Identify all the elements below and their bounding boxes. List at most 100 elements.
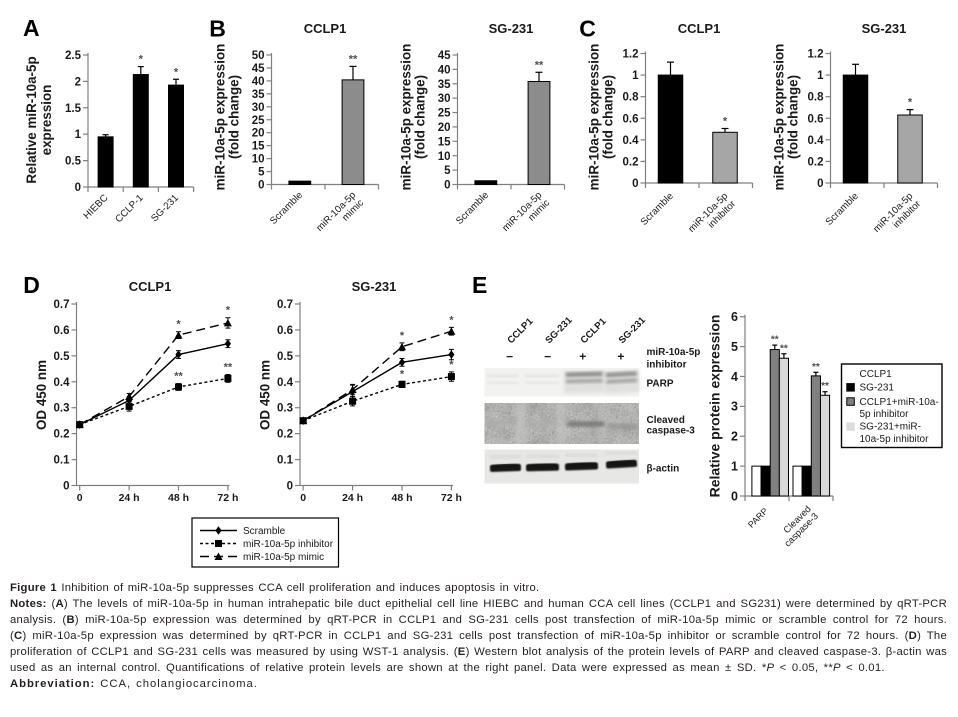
- svg-text:0.2: 0.2: [623, 156, 639, 168]
- svg-text:*: *: [176, 319, 181, 331]
- svg-text:1.2: 1.2: [808, 49, 824, 61]
- svg-text:CCLP1: CCLP1: [579, 316, 609, 346]
- svg-text:1: 1: [731, 459, 738, 473]
- svg-text:30: 30: [438, 93, 451, 105]
- svg-text:**: **: [224, 362, 233, 374]
- svg-text:E: E: [472, 272, 487, 298]
- svg-text:Relative miR-10a-5p: Relative miR-10a-5p: [24, 56, 39, 183]
- svg-text:miR-10a-5p: miR-10a-5p: [647, 347, 701, 358]
- svg-text:48 h: 48 h: [391, 492, 412, 504]
- svg-text:*: *: [449, 359, 454, 371]
- svg-text:miR-10a-5p expression: miR-10a-5p expression: [587, 44, 602, 191]
- svg-text:4: 4: [731, 370, 738, 384]
- svg-text:0: 0: [444, 180, 450, 192]
- svg-text:Cleavedcaspase-3: Cleavedcaspase-3: [775, 503, 821, 549]
- svg-text:HIEBC: HIEBC: [82, 193, 111, 222]
- svg-text:(fold change): (fold change): [785, 75, 800, 159]
- svg-text:0.1: 0.1: [54, 455, 71, 467]
- svg-text:caspase-3: caspase-3: [647, 426, 696, 437]
- svg-text:miR-10a-5p inhibitor: miR-10a-5p inhibitor: [243, 539, 334, 550]
- svg-text:D: D: [23, 272, 40, 298]
- svg-text:SG-231: SG-231: [862, 21, 907, 36]
- svg-text:Scramble: Scramble: [454, 189, 491, 226]
- svg-text:45: 45: [438, 50, 451, 62]
- svg-text:(fold change): (fold change): [226, 75, 241, 159]
- svg-text:0.2: 0.2: [54, 429, 70, 441]
- svg-text:1.2: 1.2: [623, 49, 639, 61]
- svg-text:CCLP1: CCLP1: [678, 21, 721, 36]
- svg-text:2: 2: [75, 76, 81, 88]
- svg-text:25: 25: [438, 108, 451, 120]
- svg-text:0: 0: [287, 481, 293, 493]
- svg-text:*: *: [449, 314, 454, 326]
- svg-text:10a-5p inhibitor: 10a-5p inhibitor: [860, 434, 930, 445]
- svg-text:−: −: [506, 350, 513, 364]
- svg-text:miR-10a-5p expression: miR-10a-5p expression: [399, 44, 414, 191]
- svg-text:+: +: [617, 350, 624, 364]
- svg-text:SG-231: SG-231: [489, 21, 534, 36]
- svg-text:30: 30: [252, 102, 265, 114]
- svg-text:**: **: [821, 381, 829, 392]
- svg-text:CCLP1: CCLP1: [129, 279, 172, 294]
- svg-text:Cleaved: Cleaved: [647, 415, 685, 426]
- svg-text:Scramble: Scramble: [243, 526, 286, 537]
- svg-text:5: 5: [258, 167, 265, 179]
- svg-text:CCLP1: CCLP1: [505, 316, 535, 346]
- svg-text:0.1: 0.1: [277, 455, 294, 467]
- svg-text:(fold change): (fold change): [600, 75, 615, 159]
- svg-text:B: B: [209, 16, 226, 42]
- svg-text:**: **: [535, 59, 544, 71]
- svg-text:Scramble: Scramble: [824, 190, 861, 227]
- svg-text:72 h: 72 h: [217, 492, 238, 504]
- svg-text:CCLP-1: CCLP-1: [113, 193, 145, 225]
- svg-text:0.4: 0.4: [623, 135, 640, 147]
- svg-text:expression: expression: [39, 85, 54, 156]
- svg-text:0.3: 0.3: [54, 403, 70, 415]
- svg-text:(fold change): (fold change): [412, 75, 427, 159]
- svg-text:0.5: 0.5: [65, 156, 82, 168]
- svg-text:10: 10: [252, 154, 265, 166]
- svg-text:0.4: 0.4: [808, 135, 825, 147]
- svg-text:Scramble: Scramble: [268, 189, 305, 226]
- svg-text:0.6: 0.6: [54, 325, 70, 337]
- svg-text:15: 15: [438, 136, 451, 148]
- svg-text:PARP: PARP: [647, 379, 674, 390]
- svg-text:10: 10: [438, 151, 451, 163]
- svg-text:+: +: [579, 350, 586, 364]
- svg-text:5: 5: [731, 340, 738, 354]
- svg-text:20: 20: [252, 128, 265, 140]
- svg-text:*: *: [174, 66, 179, 78]
- svg-text:0: 0: [75, 182, 81, 194]
- svg-text:SG-231: SG-231: [352, 279, 397, 294]
- svg-text:0.6: 0.6: [277, 325, 293, 337]
- svg-text:CCLP1: CCLP1: [304, 21, 347, 36]
- svg-text:*: *: [226, 305, 231, 317]
- svg-text:48 h: 48 h: [168, 492, 189, 504]
- svg-text:0.7: 0.7: [54, 299, 70, 311]
- svg-text:miR-10a-5pmimic: miR-10a-5pmimic: [500, 189, 552, 241]
- svg-text:24 h: 24 h: [119, 492, 140, 504]
- svg-text:0.4: 0.4: [277, 377, 294, 389]
- svg-text:0.4: 0.4: [54, 377, 71, 389]
- svg-text:1: 1: [75, 129, 82, 141]
- svg-text:OD 450 nm: OD 450 nm: [34, 360, 49, 430]
- svg-text:miR-10a-5pmimic: miR-10a-5pmimic: [314, 189, 366, 241]
- svg-text:**: **: [349, 53, 358, 65]
- svg-text:0.8: 0.8: [808, 92, 825, 104]
- svg-text:*: *: [400, 368, 405, 380]
- svg-text:SG-231: SG-231: [860, 383, 895, 394]
- svg-text:6: 6: [731, 310, 738, 324]
- svg-text:0.6: 0.6: [623, 113, 639, 125]
- svg-text:Relative protein expression: Relative protein expression: [707, 315, 723, 498]
- svg-text:72 h: 72 h: [441, 492, 462, 504]
- svg-text:*: *: [723, 116, 728, 128]
- svg-text:0: 0: [817, 178, 823, 190]
- svg-text:0.8: 0.8: [623, 92, 640, 104]
- svg-text:**: **: [780, 343, 788, 354]
- svg-text:SG-231: SG-231: [543, 314, 575, 346]
- svg-text:SG-231+miR-: SG-231+miR-: [860, 422, 921, 433]
- svg-text:0.6: 0.6: [808, 113, 824, 125]
- svg-text:45: 45: [252, 63, 265, 75]
- svg-text:SG-231: SG-231: [149, 193, 181, 225]
- svg-text:25: 25: [252, 115, 265, 127]
